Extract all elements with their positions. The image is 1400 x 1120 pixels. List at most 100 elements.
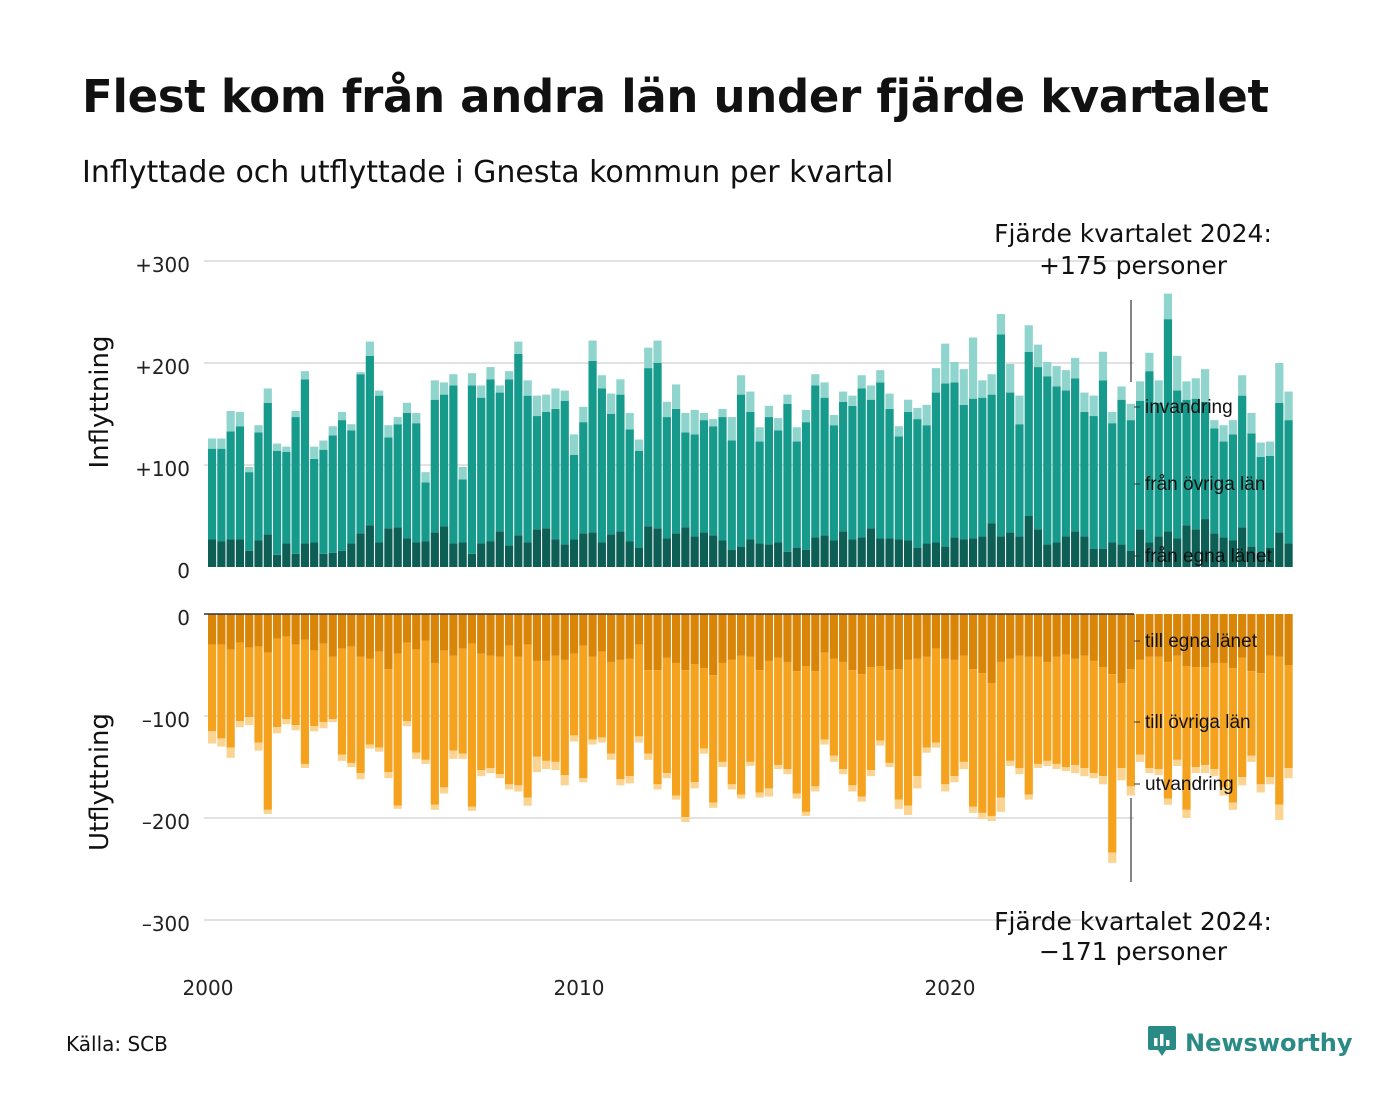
inflow-bar-2-100 <box>1136 381 1145 401</box>
inflow-bar-1-46 <box>634 450 644 548</box>
inflow-bar-1-59 <box>755 441 764 544</box>
inflow-bar-0-12 <box>319 553 328 567</box>
inflow-bar-2-68 <box>839 391 848 402</box>
inflow-bar-1-106 <box>1191 398 1200 530</box>
inflow-bar-2-7 <box>272 443 282 451</box>
outflow-bar-0-70 <box>857 614 866 675</box>
inflow-bar-1-73 <box>885 408 894 539</box>
outflow-bar-0-39 <box>569 614 579 654</box>
inflow-bar-1-44 <box>616 394 625 532</box>
outflow-bar-2-22 <box>412 752 421 759</box>
inflow-bar-2-116 <box>1284 391 1293 421</box>
outflow-bar-2-90 <box>1043 760 1052 766</box>
outflow-bar-0-75 <box>904 614 913 660</box>
outflow-bar-0-30 <box>486 614 495 656</box>
inflow-bar-1-115 <box>1275 402 1284 533</box>
outflow-bar-2-81 <box>959 761 968 770</box>
inflow-bar-0-73 <box>885 538 894 567</box>
outflow-bar-1-45 <box>625 658 634 777</box>
outflow-bar-2-85 <box>996 797 1005 812</box>
inflow-bar-1-61 <box>774 430 783 543</box>
inflow-bar-0-92 <box>1061 536 1070 567</box>
outflow-bar-0-19 <box>384 614 393 670</box>
outflow-bar-1-108 <box>1210 662 1219 770</box>
outflow-bar-2-110 <box>1228 802 1237 810</box>
outflow-bar-0-54 <box>709 614 718 676</box>
inflow-bar-1-51 <box>681 432 690 528</box>
inflow-bar-2-24 <box>430 380 439 400</box>
inflow-bar-0-58 <box>746 539 755 567</box>
inflow-bar-1-12 <box>319 449 328 554</box>
y-tick-in-100: +100 <box>135 457 190 481</box>
outflow-bar-1-97 <box>1108 674 1117 853</box>
inflow-bar-2-102 <box>1154 380 1163 403</box>
inflow-bar-1-38 <box>560 400 569 545</box>
inflow-bar-1-104 <box>1173 390 1182 539</box>
inflow-bar-0-67 <box>829 540 838 567</box>
inflow-bar-1-67 <box>829 425 838 541</box>
outflow-bar-0-20 <box>393 614 402 654</box>
outflow-bar-0-51 <box>681 614 690 671</box>
outflow-bar-0-37 <box>551 614 560 656</box>
inflow-bar-2-22 <box>412 412 421 424</box>
x-tick-2020: 2020 <box>925 976 976 1000</box>
outflow-bar-0-104 <box>1173 614 1182 656</box>
inflow-bar-0-29 <box>477 543 486 567</box>
outflow-bar-1-112 <box>1247 671 1256 756</box>
inflow-bar-2-84 <box>987 374 996 395</box>
inflow-bar-0-89 <box>1033 529 1043 567</box>
outflow-bar-1-90 <box>1043 661 1052 761</box>
outflow-bar-0-115 <box>1275 614 1284 657</box>
outflow-bar-0-38 <box>560 614 569 660</box>
inflow-bar-2-115 <box>1275 363 1284 403</box>
outflow-bar-0-29 <box>477 614 486 654</box>
outflow-bar-1-105 <box>1182 666 1191 810</box>
outflow-bar-1-67 <box>829 658 838 756</box>
outflow-bar-1-101 <box>1145 656 1154 769</box>
inflow-bar-0-114 <box>1265 547 1275 567</box>
inflow-bar-2-74 <box>894 426 903 437</box>
inflow-bar-2-82 <box>968 337 978 399</box>
inflow-bar-0-112 <box>1247 546 1256 567</box>
outflow-bar-1-24 <box>430 662 439 805</box>
outflow-bar-1-65 <box>811 671 820 787</box>
inflow-bar-1-84 <box>987 394 996 524</box>
outflow-bar-0-18 <box>375 614 384 652</box>
outflow-bar-0-73 <box>885 614 894 671</box>
outflow-bar-1-22 <box>412 649 421 753</box>
inflow-bar-2-57 <box>736 375 746 395</box>
outflow-bar-0-28 <box>467 614 477 644</box>
inflow-bar-0-82 <box>968 538 978 567</box>
inflow-bar-0-54 <box>709 535 718 567</box>
outflow-bar-2-20 <box>393 805 402 809</box>
inflow-bar-0-1 <box>217 541 226 567</box>
inflow-bar-0-94 <box>1080 536 1089 567</box>
outflow-bar-0-49 <box>662 614 671 658</box>
outflow-bar-0-48 <box>653 614 662 671</box>
outflow-bar-2-56 <box>727 784 736 790</box>
y-tick-in-0: 0 <box>177 559 190 583</box>
inflow-bar-1-0 <box>208 448 217 540</box>
newsworthy-logo-icon <box>1147 1024 1177 1062</box>
outflow-bar-2-87 <box>1015 768 1024 775</box>
inflow-bar-1-47 <box>644 368 653 527</box>
outflow-bar-0-50 <box>672 614 681 663</box>
inflow-bar-0-110 <box>1228 540 1237 567</box>
inflow-bar-1-32 <box>504 379 514 546</box>
inflow-bar-0-8 <box>282 543 291 567</box>
outflow-bar-0-92 <box>1061 614 1070 655</box>
inflow-bar-1-24 <box>430 399 439 533</box>
inflow-bar-2-31 <box>495 385 504 393</box>
legend-label-immig: invandring <box>1145 397 1233 418</box>
outflow-bar-0-108 <box>1210 614 1219 663</box>
inflow-bar-1-31 <box>495 392 504 532</box>
outflow-bar-2-94 <box>1080 768 1089 777</box>
outflow-bar-1-19 <box>384 669 393 773</box>
outflow-bar-2-69 <box>848 785 857 792</box>
inflow-bar-2-85 <box>996 314 1005 335</box>
inflow-bar-0-103 <box>1163 531 1173 567</box>
inflow-bar-0-50 <box>672 533 681 567</box>
outflow-bar-1-42 <box>597 651 606 738</box>
inflow-bar-0-84 <box>987 523 996 567</box>
inflow-bar-1-27 <box>458 479 467 543</box>
